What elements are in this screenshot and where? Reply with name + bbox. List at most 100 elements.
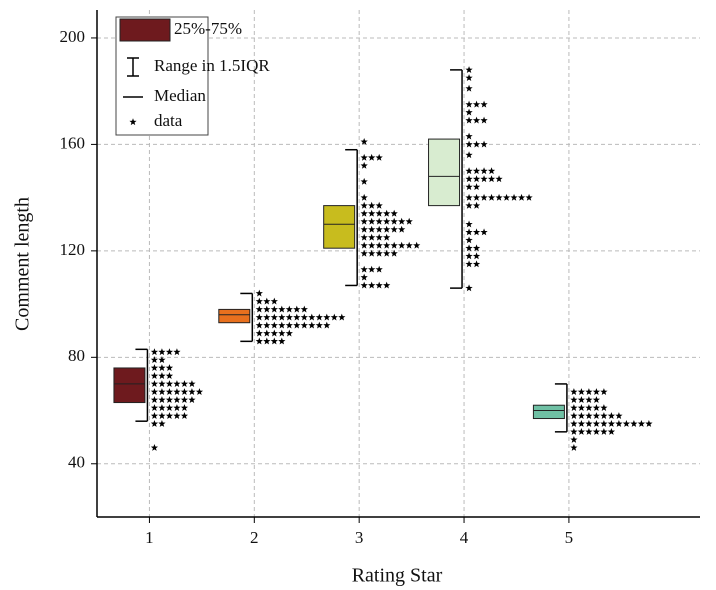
data-point bbox=[150, 372, 159, 380]
data-point bbox=[360, 249, 368, 257]
data-point bbox=[158, 404, 166, 411]
data-point bbox=[278, 329, 286, 337]
data-point bbox=[375, 265, 383, 273]
box bbox=[323, 205, 356, 249]
data-point bbox=[315, 321, 323, 329]
data-point bbox=[368, 249, 376, 257]
data-point bbox=[577, 388, 586, 395]
data-point bbox=[323, 313, 331, 321]
data-point bbox=[570, 388, 578, 395]
y-tick-label: 200 bbox=[60, 27, 86, 46]
data-point bbox=[472, 116, 481, 124]
data-point bbox=[173, 396, 181, 403]
data-point bbox=[158, 364, 166, 372]
box bbox=[532, 404, 565, 420]
data-point bbox=[368, 201, 376, 209]
data-point bbox=[173, 404, 181, 411]
box bbox=[428, 138, 461, 207]
data-point bbox=[285, 321, 293, 329]
data-point bbox=[472, 167, 481, 175]
data-point bbox=[360, 273, 368, 281]
data-point bbox=[472, 252, 481, 260]
data-point bbox=[315, 313, 323, 321]
data-point bbox=[180, 412, 189, 419]
data-point bbox=[368, 281, 376, 289]
data-point bbox=[645, 420, 653, 427]
data-point bbox=[263, 321, 271, 329]
data-point bbox=[585, 404, 593, 411]
data-point bbox=[173, 388, 181, 395]
data-point bbox=[165, 396, 174, 403]
data-point bbox=[472, 193, 481, 201]
data-point bbox=[465, 236, 473, 244]
data-point bbox=[255, 321, 263, 329]
data-point bbox=[390, 225, 398, 233]
data-point bbox=[293, 321, 301, 329]
data-point bbox=[263, 313, 271, 321]
data-point bbox=[188, 380, 196, 387]
data-point bbox=[278, 313, 286, 321]
data-point bbox=[165, 364, 174, 372]
data-point bbox=[360, 233, 368, 241]
data-point bbox=[180, 388, 189, 395]
data-point bbox=[472, 260, 481, 268]
data-point bbox=[150, 356, 159, 364]
data-point bbox=[570, 412, 578, 419]
data-point bbox=[255, 329, 263, 337]
data-point bbox=[360, 241, 368, 249]
data-point bbox=[585, 412, 593, 419]
data-point bbox=[150, 364, 159, 372]
data-point bbox=[180, 396, 189, 403]
data-point bbox=[615, 412, 623, 419]
data-point bbox=[150, 420, 159, 427]
x-tick-label: 1 bbox=[145, 528, 154, 547]
data-point bbox=[495, 193, 503, 201]
data-point bbox=[502, 193, 511, 201]
data-point bbox=[637, 420, 646, 427]
data-point bbox=[338, 313, 346, 321]
data-point bbox=[577, 412, 586, 419]
legend-swatch bbox=[119, 18, 171, 42]
data-point bbox=[368, 209, 376, 217]
data-point bbox=[570, 420, 578, 427]
data-point bbox=[368, 225, 376, 233]
data-point bbox=[323, 321, 331, 329]
x-tick-label: 2 bbox=[250, 528, 259, 547]
data-point bbox=[585, 420, 593, 427]
data-point bbox=[630, 420, 638, 427]
data-point bbox=[465, 167, 473, 175]
data-point bbox=[165, 412, 174, 419]
data-point bbox=[465, 193, 473, 201]
data-point bbox=[158, 380, 166, 387]
x-tick-label: 4 bbox=[460, 528, 469, 547]
data-point bbox=[375, 201, 383, 209]
data-point bbox=[278, 321, 286, 329]
data-point bbox=[360, 217, 368, 225]
y-tick-label: 80 bbox=[68, 346, 85, 365]
data-point bbox=[255, 337, 263, 345]
data-point bbox=[270, 305, 278, 313]
data-point bbox=[300, 305, 308, 313]
data-point bbox=[510, 193, 518, 201]
data-point bbox=[465, 108, 473, 116]
data-point bbox=[487, 175, 496, 183]
data-point bbox=[570, 436, 578, 443]
data-point bbox=[465, 183, 473, 191]
data-point bbox=[592, 428, 601, 435]
data-point bbox=[173, 380, 181, 387]
data-point bbox=[592, 404, 601, 411]
data-point bbox=[293, 305, 301, 313]
data-point bbox=[180, 404, 189, 411]
data-point bbox=[615, 420, 623, 427]
data-point bbox=[180, 380, 189, 387]
data-point bbox=[158, 388, 166, 395]
data-point bbox=[570, 444, 578, 451]
data-point bbox=[263, 297, 271, 305]
data-point bbox=[165, 348, 174, 356]
data-point bbox=[480, 100, 488, 108]
data-point bbox=[308, 313, 316, 321]
data-point bbox=[570, 396, 578, 403]
data-point bbox=[472, 140, 481, 148]
data-point bbox=[577, 404, 586, 411]
data-point bbox=[570, 404, 578, 411]
